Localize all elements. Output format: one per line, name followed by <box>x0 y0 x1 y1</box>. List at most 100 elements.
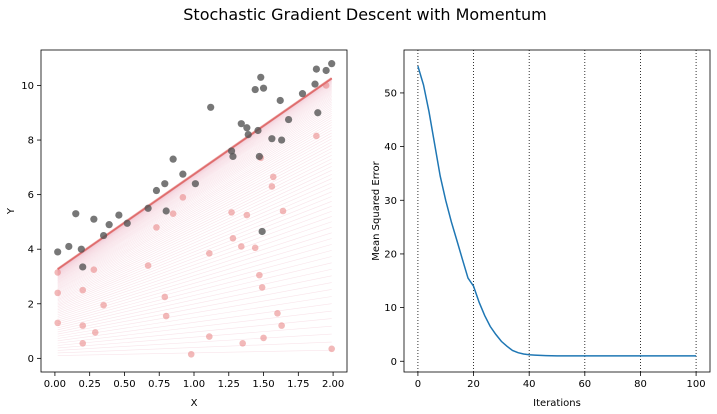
data-point <box>144 204 152 212</box>
mse-y-tick-label: 30 <box>384 196 397 207</box>
prediction-point <box>206 333 213 340</box>
scatter-x-tick-label: 0.25 <box>79 379 101 390</box>
fit-line <box>57 154 332 294</box>
data-point <box>322 66 330 75</box>
fit-line <box>57 256 332 327</box>
data-point <box>54 248 62 256</box>
scatter-y-ticks: 0 2 4 6 8 10 <box>21 81 41 365</box>
prediction-point <box>328 345 336 353</box>
prediction-point <box>279 207 287 215</box>
mse-y-tick-label: 40 <box>384 142 397 153</box>
data-point <box>298 90 307 98</box>
mse-y-axis-label: Mean Squared Error <box>371 160 382 260</box>
mse-curve <box>417 65 697 357</box>
data-point <box>237 120 245 128</box>
data-point <box>268 135 276 143</box>
data-point <box>259 84 268 92</box>
data-point <box>243 124 251 132</box>
data-point <box>227 147 236 155</box>
fit-line <box>57 205 332 311</box>
data-point <box>99 231 108 240</box>
fit-line <box>57 201 332 309</box>
data-point <box>207 103 215 111</box>
prediction-point <box>144 262 152 269</box>
scatter-x-tick-label: 1.00 <box>183 379 205 390</box>
scatter-x-tick-label: 0.75 <box>148 379 170 390</box>
data-point <box>152 186 161 195</box>
fit-line <box>57 127 332 286</box>
prediction-point <box>79 340 87 347</box>
fit-line <box>57 105 332 279</box>
prediction-point <box>206 249 213 257</box>
mse-axes-frame <box>403 49 711 373</box>
fit-line <box>57 107 332 279</box>
fit-line <box>57 325 332 349</box>
data-point <box>276 96 284 105</box>
mse-panel: 0 20 40 60 80 100 0 10 20 30 40 50 Iterations Mean… <box>371 49 711 409</box>
fit-line <box>57 296 332 339</box>
fit-line <box>57 151 332 293</box>
data-points-group <box>54 60 336 271</box>
fit-line <box>57 275 332 333</box>
mse-x-tick-label: 60 <box>578 379 591 390</box>
data-point <box>162 207 170 215</box>
fit-line <box>57 148 332 292</box>
prediction-point <box>162 312 170 320</box>
prediction-point <box>100 301 107 309</box>
prediction-point <box>228 209 235 216</box>
fit-line <box>57 262 332 329</box>
fit-line <box>57 101 332 277</box>
mse-x-tick-label: 80 <box>634 379 647 390</box>
data-point <box>79 263 87 271</box>
fit-line <box>57 221 332 316</box>
data-point <box>115 211 123 219</box>
data-point <box>229 152 237 161</box>
prediction-point <box>153 224 160 231</box>
fit-line <box>57 174 332 300</box>
fit-line <box>57 144 332 291</box>
fit-line <box>57 110 332 280</box>
mse-x-tick-label: 20 <box>467 379 480 390</box>
scatter-y-tick-label: 2 <box>28 299 34 310</box>
mse-x-tick-label: 0 <box>415 379 421 390</box>
data-point <box>258 227 266 236</box>
prediction-point <box>54 289 61 297</box>
prediction-point <box>269 173 277 181</box>
fit-line <box>57 170 332 299</box>
prediction-point <box>274 310 281 317</box>
fit-line <box>57 226 332 317</box>
data-point <box>314 109 322 117</box>
data-point <box>90 215 98 223</box>
fit-line <box>57 98 332 276</box>
data-point <box>278 136 286 144</box>
fit-line <box>57 124 332 285</box>
prediction-point <box>161 293 169 301</box>
fit-line <box>57 115 332 282</box>
data-point <box>123 219 131 227</box>
mse-y-tick-label: 20 <box>384 249 397 260</box>
data-point <box>255 152 263 161</box>
prediction-point <box>260 334 267 342</box>
data-point <box>191 180 199 188</box>
fit-line <box>57 166 332 298</box>
fit-line <box>57 349 332 356</box>
prediction-point <box>239 340 246 347</box>
figure-title: Stochastic Gradient Descent with Momentu… <box>183 5 546 24</box>
prediction-point <box>251 244 259 252</box>
data-point <box>254 126 262 135</box>
data-point <box>257 73 265 81</box>
prediction-point <box>313 132 320 140</box>
fit-line <box>57 268 332 331</box>
prediction-point <box>243 211 251 219</box>
prediction-point <box>237 243 245 250</box>
scatter-x-ticks: 0.00 0.25 0.50 0.75 1.00 1.25 1.50 1.75 2.00 <box>44 372 344 390</box>
mse-line-group <box>417 65 697 357</box>
fit-line <box>57 138 332 289</box>
data-point <box>251 85 259 94</box>
data-point <box>77 245 85 253</box>
fit-line <box>57 122 332 284</box>
fit-line <box>57 289 332 337</box>
fit-line <box>57 210 332 312</box>
